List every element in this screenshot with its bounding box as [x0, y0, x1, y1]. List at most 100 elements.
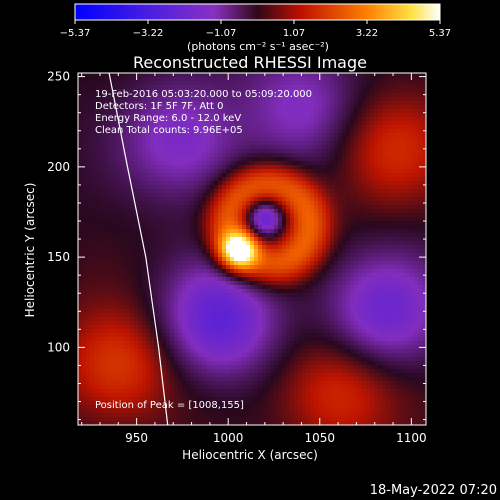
heatmap-cell — [98, 285, 103, 290]
heatmap-cell — [138, 149, 143, 154]
heatmap-cell — [254, 173, 259, 178]
heatmap-cell — [378, 157, 383, 162]
heatmap-cell — [210, 117, 215, 122]
heatmap-cell — [346, 245, 351, 250]
heatmap-cell — [378, 153, 383, 158]
heatmap-cell — [126, 129, 131, 134]
heatmap-cell — [322, 169, 327, 174]
heatmap-cell — [370, 209, 375, 214]
heatmap-cell — [398, 213, 403, 218]
heatmap-cell — [314, 129, 319, 134]
heatmap-cell — [178, 293, 183, 298]
heatmap-cell — [118, 117, 123, 122]
heatmap-cell — [214, 193, 219, 198]
heatmap-cell — [394, 237, 399, 242]
heatmap-cell — [94, 137, 99, 142]
heatmap-cell — [314, 285, 319, 290]
heatmap-cell — [402, 277, 407, 282]
heatmap-cell — [290, 93, 295, 98]
heatmap-cell — [362, 257, 367, 262]
heatmap-cell — [246, 149, 251, 154]
heatmap-cell — [346, 93, 351, 98]
heatmap-cell — [342, 233, 347, 238]
heatmap-cell — [166, 73, 171, 78]
heatmap-cell — [418, 257, 423, 262]
heatmap-cell — [310, 245, 315, 250]
heatmap-cell — [422, 137, 426, 142]
heatmap-cell — [90, 237, 95, 242]
heatmap-cell — [274, 221, 279, 226]
heatmap-cell — [86, 101, 91, 106]
heatmap-cell — [306, 141, 311, 146]
heatmap-cell — [294, 241, 299, 246]
heatmap-cell — [362, 229, 367, 234]
heatmap-cell — [378, 281, 383, 286]
heatmap-cell — [406, 289, 411, 294]
heatmap-cell — [154, 153, 159, 158]
heatmap-cell — [198, 265, 203, 270]
heatmap-cell — [174, 289, 179, 294]
heatmap-cell — [218, 125, 223, 130]
heatmap-cell — [262, 257, 267, 262]
heatmap-cell — [138, 165, 143, 170]
heatmap-cell — [126, 149, 131, 154]
heatmap-cell — [354, 201, 359, 206]
heatmap-cell — [194, 121, 199, 126]
heatmap-cell — [302, 297, 307, 302]
heatmap-cell — [146, 261, 151, 266]
heatmap-cell — [134, 269, 139, 274]
heatmap-cell — [326, 129, 331, 134]
heatmap-cell — [126, 229, 131, 234]
heatmap-cell — [282, 185, 287, 190]
heatmap-cell — [366, 109, 371, 114]
heatmap-cell — [290, 245, 295, 250]
heatmap-cell — [194, 293, 199, 298]
heatmap-cell — [382, 201, 387, 206]
heatmap-cell — [182, 293, 187, 298]
heatmap-cell — [258, 121, 263, 126]
heatmap-cell — [134, 229, 139, 234]
heatmap-cell — [142, 205, 147, 210]
heatmap-cell — [410, 245, 415, 250]
heatmap-cell — [126, 241, 131, 246]
heatmap-cell — [270, 113, 275, 118]
heatmap-cell — [134, 245, 139, 250]
heatmap-cell — [150, 197, 155, 202]
heatmap-cell — [390, 157, 395, 162]
heatmap-cell — [202, 121, 207, 126]
heatmap-cell — [362, 281, 367, 286]
heatmap-cell — [194, 161, 199, 166]
heatmap-cell — [326, 297, 331, 302]
heatmap-cell — [406, 165, 411, 170]
heatmap-cell — [246, 201, 251, 206]
heatmap-cell — [242, 93, 247, 98]
heatmap-cell — [166, 269, 171, 274]
heatmap-cell — [390, 97, 395, 102]
heatmap-cell — [302, 141, 307, 146]
heatmap-cell — [86, 193, 91, 198]
heatmap-cell — [398, 165, 403, 170]
heatmap-cell — [154, 133, 159, 138]
heatmap-cell — [346, 173, 351, 178]
heatmap-cell — [82, 273, 87, 278]
heatmap-cell — [390, 177, 395, 182]
heatmap-cell — [298, 101, 303, 106]
heatmap-cell — [110, 133, 115, 138]
heatmap-cell — [258, 117, 263, 122]
heatmap-cell — [142, 257, 147, 262]
heatmap-cell — [94, 145, 99, 150]
heatmap-cell — [246, 85, 251, 90]
heatmap-cell — [298, 253, 303, 258]
heatmap-cell — [146, 161, 151, 166]
heatmap-cell — [182, 249, 187, 254]
heatmap-cell — [222, 209, 227, 214]
heatmap-cell — [122, 157, 127, 162]
heatmap-cell — [298, 193, 303, 198]
heatmap-cell — [414, 169, 419, 174]
heatmap-cell — [194, 105, 199, 110]
heatmap-cell — [118, 293, 123, 298]
heatmap-cell — [226, 253, 231, 258]
heatmap-cell — [334, 157, 339, 162]
heatmap-cell — [214, 125, 219, 130]
heatmap-cell — [302, 237, 307, 242]
